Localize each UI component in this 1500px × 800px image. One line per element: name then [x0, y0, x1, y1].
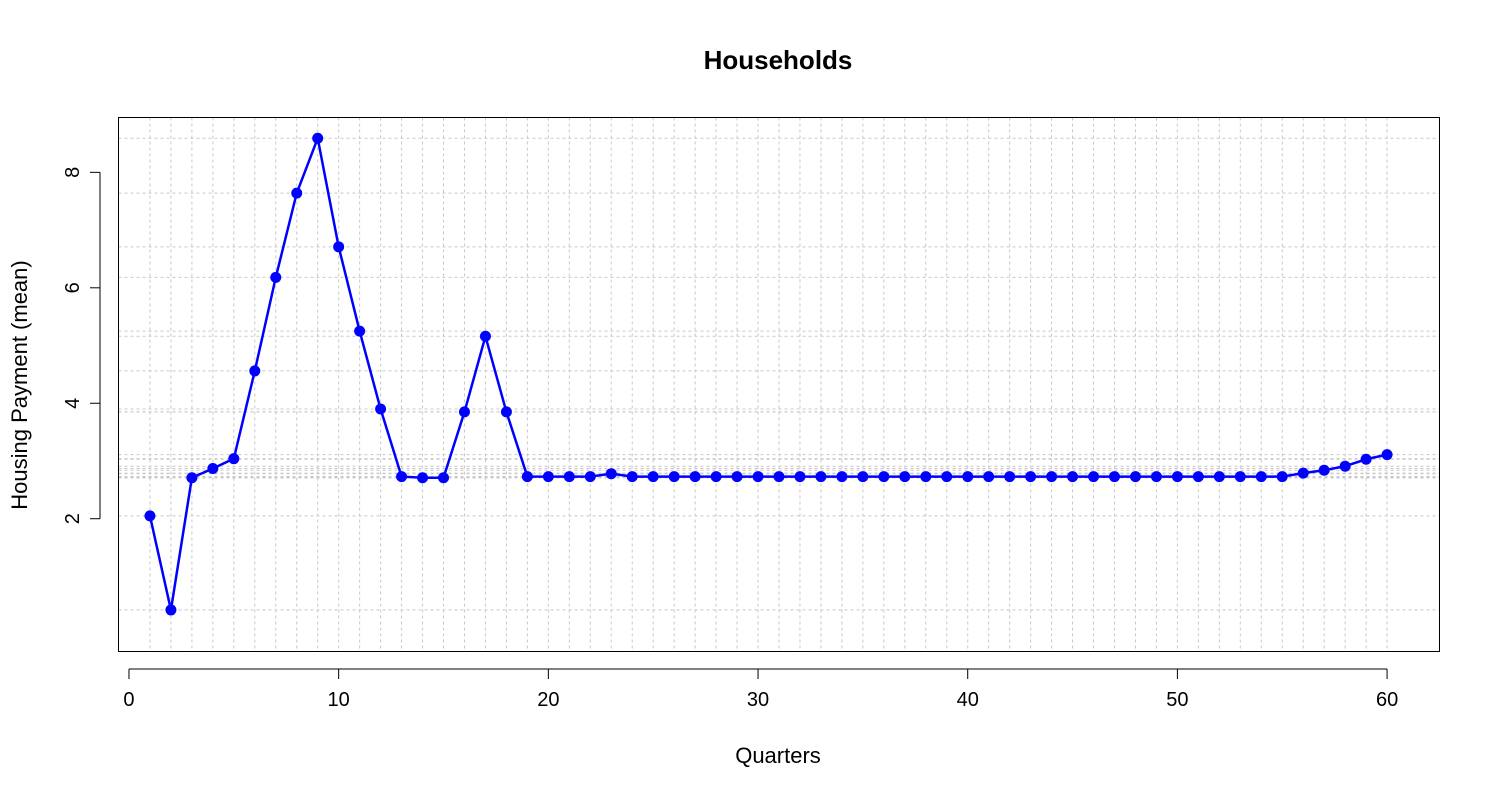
- data-point: [458, 406, 470, 418]
- data-point: [1046, 471, 1058, 483]
- data-point: [375, 403, 387, 415]
- data-point: [333, 241, 345, 253]
- x-tick-label: 0: [123, 689, 134, 711]
- x-tick-label: 60: [1376, 689, 1398, 711]
- data-point: [354, 325, 366, 337]
- data-points: [144, 132, 1393, 616]
- data-point: [1360, 453, 1372, 465]
- data-point: [1129, 471, 1141, 483]
- data-point: [668, 471, 680, 483]
- data-point: [1255, 471, 1267, 483]
- data-point: [165, 604, 177, 616]
- data-point: [752, 471, 764, 483]
- data-point: [941, 471, 953, 483]
- data-point: [647, 471, 659, 483]
- x-tick-label: 30: [747, 689, 769, 711]
- data-point: [1297, 467, 1309, 479]
- y-tick-label: 2: [62, 513, 84, 524]
- data-point: [1339, 460, 1351, 472]
- x-tick-label: 10: [328, 689, 350, 711]
- data-point: [1108, 471, 1120, 483]
- x-tick-label: 50: [1166, 689, 1188, 711]
- data-point: [249, 365, 261, 377]
- x-tick-label: 20: [537, 689, 559, 711]
- data-point: [228, 453, 240, 465]
- data-point: [626, 471, 638, 483]
- data-point: [438, 472, 450, 484]
- data-point: [815, 471, 827, 483]
- data-point: [1150, 471, 1162, 483]
- data-point: [794, 471, 806, 483]
- data-point: [542, 471, 554, 483]
- grid: [118, 117, 1440, 652]
- data-point: [983, 471, 995, 483]
- data-point: [689, 471, 701, 483]
- data-point: [899, 471, 911, 483]
- data-point: [270, 271, 282, 283]
- data-point: [144, 510, 156, 522]
- data-point: [605, 468, 617, 480]
- data-point: [207, 462, 219, 474]
- data-point: [186, 472, 198, 484]
- data-point: [312, 132, 324, 144]
- data-point: [920, 471, 932, 483]
- data-point: [1004, 471, 1016, 483]
- x-axis: 0 10 20 30 40 50 60: [123, 668, 1398, 711]
- plot-frame: [118, 117, 1440, 652]
- data-point: [1192, 471, 1204, 483]
- data-point: [1234, 471, 1246, 483]
- data-point: [731, 471, 743, 483]
- data-point: [710, 471, 722, 483]
- chart-title: Households: [704, 45, 853, 75]
- y-axis-label: Housing Payment (mean): [7, 260, 32, 509]
- data-point: [1067, 471, 1079, 483]
- data-point: [773, 471, 785, 483]
- data-point: [563, 471, 575, 483]
- data-point: [836, 471, 848, 483]
- data-point: [1276, 471, 1288, 483]
- data-point: [878, 471, 890, 483]
- series-line: [148, 133, 1388, 611]
- data-point: [1025, 471, 1037, 483]
- data-point: [1381, 449, 1393, 461]
- data-point: [396, 471, 408, 483]
- data-point: [1213, 471, 1225, 483]
- data-point: [857, 471, 869, 483]
- data-point: [1171, 471, 1183, 483]
- y-axis: 2 4 6 8: [62, 167, 101, 524]
- data-point: [962, 471, 974, 483]
- data-point: [1088, 471, 1100, 483]
- data-point: [291, 187, 303, 199]
- data-point: [500, 406, 512, 418]
- data-point: [521, 471, 533, 483]
- x-tick-label: 40: [957, 689, 979, 711]
- y-tick-label: 8: [62, 167, 84, 178]
- data-point: [1318, 464, 1330, 476]
- data-point: [417, 472, 429, 484]
- y-tick-label: 4: [62, 398, 84, 409]
- data-point: [479, 330, 491, 342]
- data-point: [584, 471, 596, 483]
- y-tick-label: 6: [62, 282, 84, 293]
- x-axis-label: Quarters: [735, 743, 821, 768]
